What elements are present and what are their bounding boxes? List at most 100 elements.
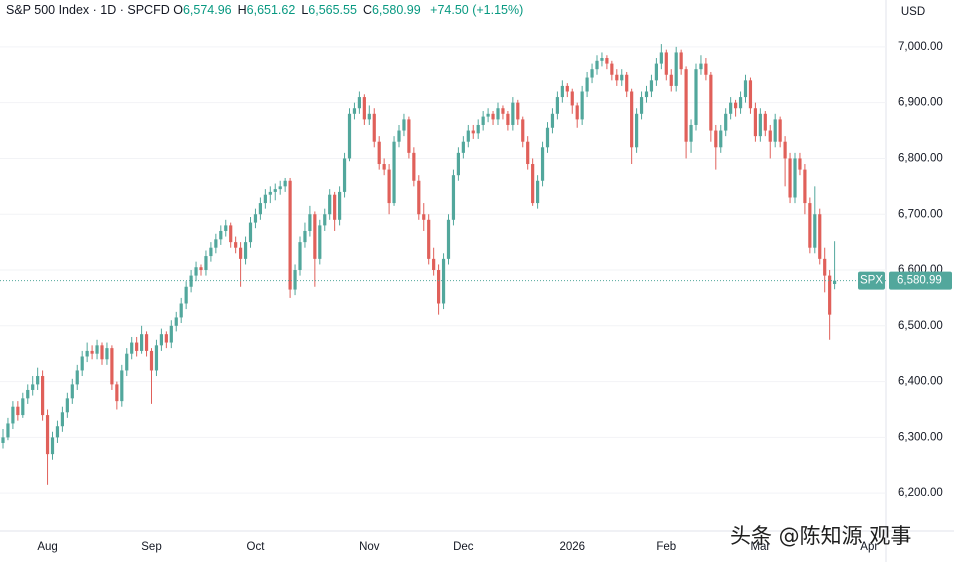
x-tick-label: Feb <box>656 541 676 553</box>
candle-body <box>130 342 134 354</box>
candle-body <box>347 113 352 159</box>
candle-body <box>793 158 797 198</box>
candle-body <box>31 384 35 390</box>
candle-body <box>243 242 248 259</box>
candle-body <box>461 141 465 153</box>
candle-body <box>833 280 837 284</box>
candle-body <box>526 141 530 165</box>
candle-body <box>219 230 223 240</box>
candle-body <box>169 325 173 343</box>
candle-body <box>80 356 84 371</box>
candle-body <box>288 180 292 290</box>
candle-body <box>496 108 500 120</box>
candle-body <box>808 203 812 248</box>
price-tag <box>889 271 952 290</box>
candle-body <box>387 169 391 204</box>
candle-body <box>229 225 233 243</box>
candle-body <box>491 113 495 120</box>
candle-body <box>367 113 371 120</box>
candle-body <box>758 113 762 137</box>
candle-body <box>545 127 550 148</box>
x-tick-label: Nov <box>359 541 380 553</box>
candle-body <box>120 370 124 402</box>
candle-body <box>149 350 154 371</box>
x-tick-label: Mar <box>750 541 770 553</box>
candle-body <box>258 203 262 215</box>
candle-body <box>778 119 782 142</box>
y-tick-label: 6,700.00 <box>898 208 943 220</box>
candle-body <box>540 147 545 181</box>
candle-body <box>397 130 401 142</box>
y-tick-label: 6,300.00 <box>898 431 943 443</box>
candle-body <box>412 152 416 181</box>
legend-value: 6,565.55 <box>308 3 357 17</box>
candle-body <box>417 180 421 215</box>
ohlc: O6,574.96 H6,651.62 L6,565.55 C6,580.99 <box>173 3 426 17</box>
candle-body <box>536 180 540 204</box>
candle-body <box>45 415 50 455</box>
candle-body <box>318 225 322 259</box>
candle-body <box>694 69 698 125</box>
candle-body <box>437 270 441 304</box>
candle-body <box>36 376 40 385</box>
y-tick-label: 6,800.00 <box>898 152 943 164</box>
candle-body <box>813 214 817 248</box>
candle-body <box>466 130 470 142</box>
legend-value: 6,651.62 <box>246 3 296 17</box>
candle-body <box>422 214 426 220</box>
price-tag-label: 6,580.99 <box>897 275 942 287</box>
candle-body <box>179 303 183 318</box>
candle-body <box>580 91 584 120</box>
candle-body <box>773 119 777 142</box>
candle-body <box>402 119 406 131</box>
candle-body <box>293 270 297 290</box>
x-tick-label: 2026 <box>559 541 585 553</box>
candle-body <box>268 191 272 195</box>
candle-body <box>709 74 713 131</box>
candle-body <box>1 437 5 443</box>
candle-body <box>704 63 708 75</box>
candle-body <box>679 52 683 70</box>
legend-key: C <box>362 3 372 17</box>
candle-body <box>763 113 767 131</box>
candle-body <box>224 225 228 231</box>
candle-body <box>615 74 619 81</box>
x-tick-label: Oct <box>247 541 266 553</box>
x-tick-label: Apr <box>860 541 878 553</box>
candle-body <box>446 219 451 259</box>
candle-body <box>100 345 104 360</box>
candle-body <box>471 130 475 134</box>
candle-body <box>699 63 703 70</box>
candle-body <box>11 406 15 424</box>
candle-body <box>521 119 525 142</box>
candle-body <box>209 247 213 257</box>
candle-body <box>684 69 688 142</box>
candle-body <box>273 189 277 192</box>
candle-body <box>783 141 787 159</box>
candle-body <box>159 334 163 346</box>
candle-body <box>674 52 678 86</box>
candle-body <box>823 258 827 276</box>
candle-body <box>590 69 594 78</box>
candle-body <box>451 175 456 220</box>
candle-body <box>303 230 307 243</box>
candle-body <box>75 370 79 385</box>
candle-body <box>555 97 559 114</box>
candle-body <box>263 194 267 204</box>
candle-body <box>184 286 188 304</box>
candle-body <box>511 102 515 125</box>
candle-body <box>639 97 644 114</box>
candle-body <box>85 350 89 357</box>
candle-body <box>372 113 376 142</box>
candle-body <box>55 426 60 438</box>
candle-body <box>328 194 332 215</box>
candle-body <box>377 141 381 165</box>
candle-body <box>486 113 490 117</box>
candle-body <box>333 194 337 220</box>
candle-body <box>550 113 555 128</box>
candle-body <box>828 275 832 315</box>
candle-body <box>239 247 243 259</box>
candle-body <box>16 406 20 416</box>
candle-body <box>95 345 99 354</box>
